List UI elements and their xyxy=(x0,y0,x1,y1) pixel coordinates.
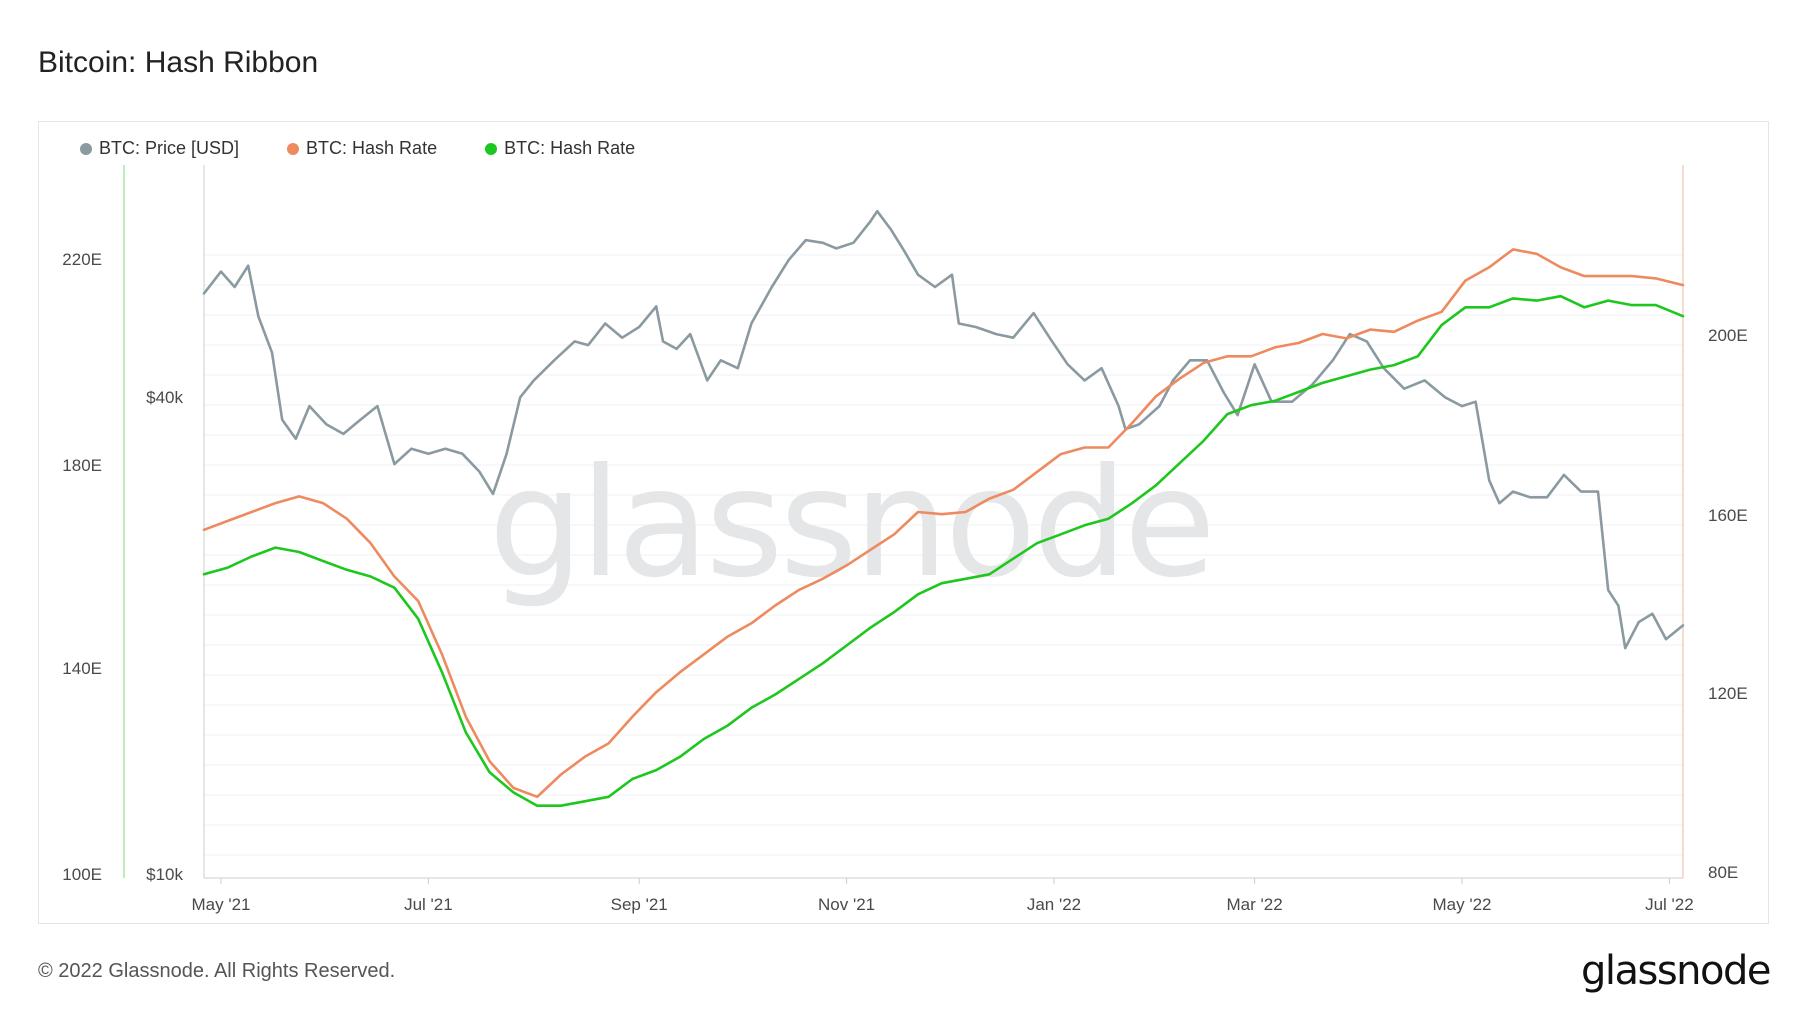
right-axis-tick-label: 160E xyxy=(1708,506,1748,525)
hash-rate-30d-line[interactable] xyxy=(202,248,1685,799)
chart-title: Bitcoin: Hash Ribbon xyxy=(38,46,319,79)
left-axis-tick-label: 220E xyxy=(62,250,102,269)
legend-label-price: BTC: Price [USD] xyxy=(99,138,240,158)
series-lines xyxy=(202,209,1685,808)
legend-dot-hash-rate-60d xyxy=(485,142,498,155)
left-axis-tick-label: 140E xyxy=(62,659,102,678)
chart-frame xyxy=(38,121,1769,924)
price-series-line[interactable] xyxy=(202,209,1685,650)
x-tick-label: Sep '21 xyxy=(611,895,668,914)
tick-labels: May '21 Jul '21 Sep '21 Nov '21 Jan '22 Mar '… xyxy=(62,250,1747,914)
x-tick-label: Jul '21 xyxy=(404,895,453,914)
legend-dot-hash-rate-30d xyxy=(287,142,300,155)
x-tick-label: May '22 xyxy=(1433,895,1492,914)
grid-lines xyxy=(204,254,1683,856)
legend-item-hash-rate-60d[interactable]: BTC: Hash Rate xyxy=(485,138,635,159)
x-tick-label: Nov '21 xyxy=(818,895,875,914)
copyright-footer: © 2022 Glassnode. All Rights Reserved. xyxy=(38,960,396,982)
watermark: glassnode xyxy=(489,437,1212,611)
right-axis-tick-label: 200E xyxy=(1708,326,1748,345)
x-tick-label: May '21 xyxy=(192,895,251,914)
x-tick-label: Jan '22 xyxy=(1027,895,1081,914)
right-axis-tick-label: 80E xyxy=(1708,863,1738,882)
price-axis-tick-label: $40k xyxy=(146,388,183,407)
x-tick-label: Mar '22 xyxy=(1227,895,1283,914)
legend-label-hash-rate-30d: BTC: Hash Rate xyxy=(306,138,438,158)
right-axis-tick-label: 120E xyxy=(1708,684,1748,703)
legend-dot-price xyxy=(80,142,92,155)
legend-item-hash-rate-30d[interactable]: BTC: Hash Rate xyxy=(287,138,437,159)
x-tick-label: Jul '22 xyxy=(1645,895,1694,914)
legend-label-hash-rate-60d: BTC: Hash Rate xyxy=(504,138,636,158)
legend-item-price[interactable]: BTC: Price [USD] xyxy=(80,138,239,159)
left-axis-tick-label: 100E xyxy=(62,865,102,884)
price-axis-tick-label: $10k xyxy=(146,865,183,884)
left-axis-tick-label: 180E xyxy=(62,456,102,475)
hash-rate-60d-line[interactable] xyxy=(202,294,1685,808)
chart-legend: BTC: Price [USD] BTC: Hash Rate BTC: Has… xyxy=(80,138,683,159)
glassnode-logo: glassnode xyxy=(1580,948,1772,994)
